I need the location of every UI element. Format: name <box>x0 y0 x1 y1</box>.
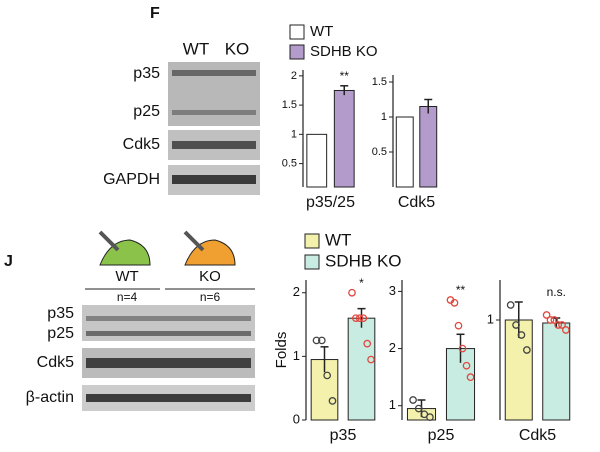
data-point <box>454 321 463 330</box>
y-tick-label: 1 <box>291 128 297 140</box>
legend-label: WT <box>310 23 333 40</box>
x-label: p35 <box>330 427 357 444</box>
y-label: Folds <box>273 332 290 369</box>
data-point <box>554 321 563 329</box>
bar <box>333 89 355 188</box>
mouse-icons <box>98 230 236 266</box>
band-label: p35 <box>47 305 74 322</box>
group-label: WT <box>115 268 138 285</box>
band-label: p25 <box>133 103 160 120</box>
data-point <box>328 397 337 405</box>
data-point <box>367 355 375 364</box>
data-point <box>312 336 321 345</box>
band-label: GAPDH <box>103 171 160 188</box>
x-label: Cdk5 <box>398 194 435 211</box>
data-point <box>409 396 417 404</box>
data-point <box>522 346 531 354</box>
y-tick-label: 1 <box>389 397 396 412</box>
data-point <box>414 404 423 413</box>
significance: ** <box>340 69 350 83</box>
panel-label: F <box>150 5 160 22</box>
data-point <box>317 336 326 345</box>
y-tick-label: 2 <box>293 284 300 299</box>
band <box>172 175 256 184</box>
data-point <box>546 316 555 324</box>
bar <box>347 317 376 421</box>
y-tick-label: 2 <box>291 70 297 82</box>
band <box>172 70 256 76</box>
y-tick-label: 1.5 <box>372 76 387 88</box>
data-point <box>517 331 526 339</box>
data-point <box>359 314 368 323</box>
data-point <box>462 361 471 370</box>
legend-label: SDHB KO <box>310 43 378 60</box>
band-label: Cdk5 <box>123 136 160 153</box>
y-tick-label: 0.5 <box>372 146 387 158</box>
y-tick-label: 2 <box>389 340 396 355</box>
data-point <box>558 321 566 329</box>
band-label: β-actin <box>26 389 74 406</box>
bar <box>306 133 328 188</box>
bar <box>395 116 414 188</box>
y-tick-label: 1 <box>381 111 387 123</box>
significance: * <box>359 276 364 290</box>
y-tick-label: 3 <box>389 283 396 298</box>
data-point <box>450 299 459 307</box>
data-point <box>512 321 520 329</box>
group-label: KO <box>199 268 221 285</box>
y-tick-label: 1 <box>293 348 300 363</box>
y-tick-label: 1 <box>487 311 494 326</box>
legend-swatch <box>304 254 320 270</box>
band-label: Cdk5 <box>37 354 74 371</box>
y-tick-label: 0.5 <box>282 158 297 170</box>
panel-label: J <box>4 253 13 270</box>
data-point <box>355 314 364 323</box>
x-label: p25 <box>428 427 455 444</box>
data-point <box>562 326 570 334</box>
legend-swatch <box>304 233 320 249</box>
legend-swatch <box>289 24 305 40</box>
y-tick-label: 1.5 <box>282 99 297 111</box>
data-point <box>323 371 332 380</box>
data-point <box>542 311 551 319</box>
data-point <box>426 413 434 421</box>
band-label: p25 <box>47 325 74 342</box>
lane-label: KO <box>225 39 250 58</box>
bar <box>542 322 571 421</box>
bar <box>419 106 438 188</box>
data-point <box>506 301 515 309</box>
significance: n.s. <box>547 285 566 299</box>
band-label: p35 <box>133 65 160 82</box>
group-n: n=6 <box>200 290 221 304</box>
group-n: n=4 <box>117 290 138 304</box>
data-point <box>466 373 475 381</box>
y-tick-label: 0 <box>293 411 300 426</box>
x-label: p35/25 <box>306 194 355 211</box>
lane-label: WT <box>183 39 209 58</box>
data-point <box>363 339 372 348</box>
data-point <box>348 288 356 297</box>
band <box>86 331 251 336</box>
x-label: Cdk5 <box>519 427 556 444</box>
data-point <box>458 344 467 353</box>
legend-swatch <box>289 44 305 60</box>
band <box>86 358 251 368</box>
significance: ** <box>456 283 466 297</box>
data-point <box>351 314 360 323</box>
band <box>172 110 256 115</box>
band <box>172 141 256 149</box>
legend-label: SDHB KO <box>325 251 402 270</box>
legend-label: WT <box>325 230 351 249</box>
band <box>86 394 251 402</box>
data-point <box>550 316 559 324</box>
band <box>86 316 251 321</box>
